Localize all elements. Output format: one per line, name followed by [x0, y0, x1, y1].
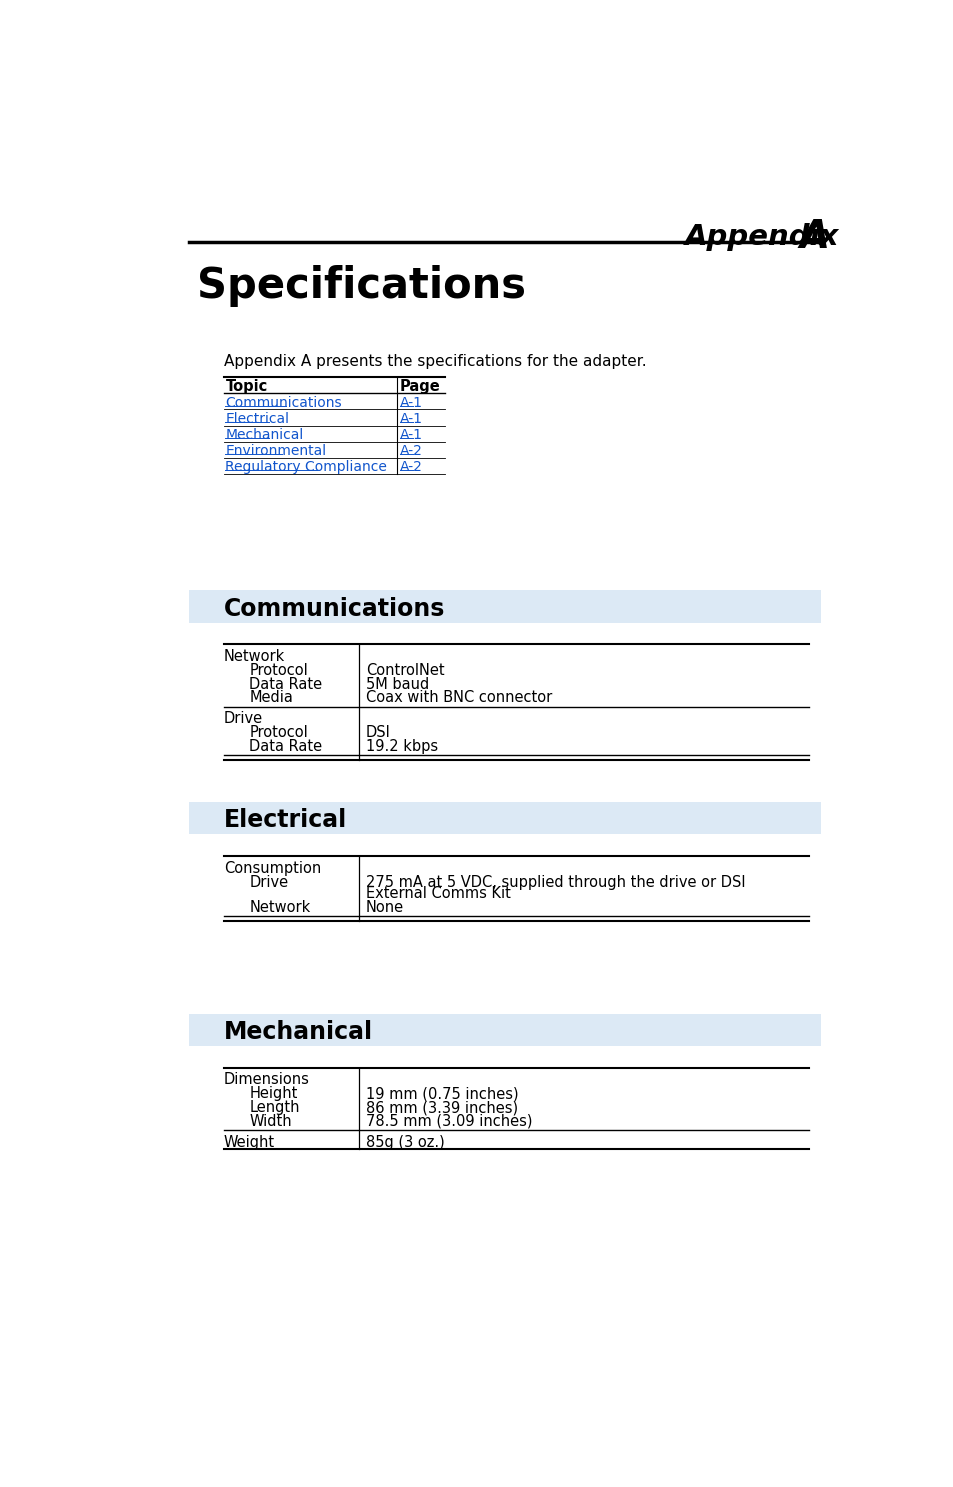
Text: A-1: A-1 — [399, 396, 422, 409]
Text: Width: Width — [249, 1114, 292, 1129]
Text: Drive: Drive — [224, 711, 263, 726]
Text: Weight: Weight — [224, 1135, 274, 1149]
Text: Communications: Communications — [225, 396, 342, 409]
Text: 19.2 kbps: 19.2 kbps — [365, 739, 437, 754]
Text: 19 mm (0.75 inches): 19 mm (0.75 inches) — [365, 1087, 517, 1102]
Text: Protocol: Protocol — [249, 726, 308, 741]
Text: A-1: A-1 — [399, 412, 422, 425]
Text: 5M baud: 5M baud — [365, 677, 429, 691]
Text: Length: Length — [249, 1100, 299, 1115]
Text: ControlNet: ControlNet — [365, 663, 444, 678]
Text: 78.5 mm (3.09 inches): 78.5 mm (3.09 inches) — [365, 1114, 532, 1129]
Text: Media: Media — [249, 690, 293, 705]
Text: Environmental: Environmental — [225, 445, 326, 458]
Text: Consumption: Consumption — [224, 861, 321, 876]
Text: Mechanical: Mechanical — [225, 428, 303, 442]
Text: Height: Height — [249, 1087, 297, 1102]
Text: Specifications: Specifications — [196, 265, 525, 306]
Text: A: A — [799, 219, 829, 256]
Text: 85g (3 oz.): 85g (3 oz.) — [365, 1135, 444, 1149]
Text: 275 mA at 5 VDC, supplied through the drive or DSI: 275 mA at 5 VDC, supplied through the dr… — [365, 874, 744, 889]
Text: A-1: A-1 — [399, 428, 422, 442]
Text: Mechanical: Mechanical — [224, 1020, 373, 1044]
Text: Network: Network — [249, 900, 311, 915]
Text: Appendix A presents the specifications for the adapter.: Appendix A presents the specifications f… — [224, 354, 646, 369]
Bar — [189, 1014, 820, 1047]
Text: 86 mm (3.39 inches): 86 mm (3.39 inches) — [365, 1100, 517, 1115]
Text: Electrical: Electrical — [225, 412, 289, 425]
Text: Data Rate: Data Rate — [249, 677, 322, 691]
Text: A-2: A-2 — [399, 445, 422, 458]
Text: External Comms Kit: External Comms Kit — [365, 886, 510, 901]
Text: A-2: A-2 — [399, 461, 422, 474]
Text: Page: Page — [399, 379, 440, 394]
Text: Regulatory Compliance: Regulatory Compliance — [225, 461, 387, 474]
Text: None: None — [365, 900, 403, 915]
Text: DSI: DSI — [365, 726, 390, 741]
Text: Drive: Drive — [249, 874, 288, 889]
Text: Data Rate: Data Rate — [249, 739, 322, 754]
Text: Electrical: Electrical — [224, 809, 347, 833]
Text: Dimensions: Dimensions — [224, 1072, 310, 1087]
Bar — [189, 801, 820, 834]
Text: Protocol: Protocol — [249, 663, 308, 678]
Bar — [189, 590, 820, 623]
Text: Appendix: Appendix — [684, 223, 848, 251]
Text: Network: Network — [224, 648, 285, 663]
Text: Topic: Topic — [225, 379, 268, 394]
Text: Coax with BNC connector: Coax with BNC connector — [365, 690, 552, 705]
Text: Communications: Communications — [224, 596, 445, 620]
